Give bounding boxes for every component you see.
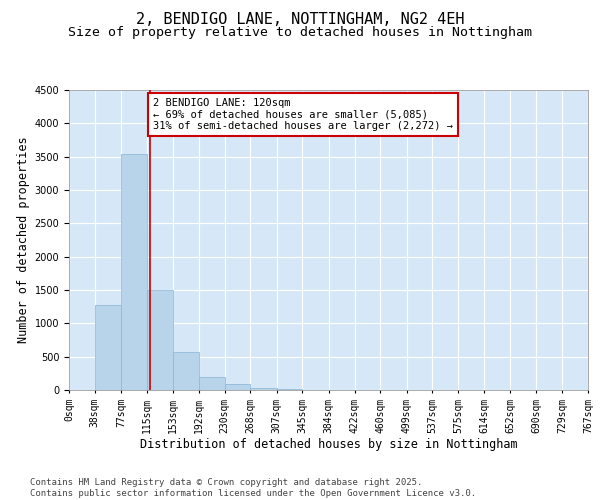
Bar <box>121 154 147 390</box>
Text: Contains HM Land Registry data © Crown copyright and database right 2025.
Contai: Contains HM Land Registry data © Crown c… <box>30 478 476 498</box>
Bar <box>224 384 250 390</box>
Text: 2, BENDIGO LANE, NOTTINGHAM, NG2 4EH: 2, BENDIGO LANE, NOTTINGHAM, NG2 4EH <box>136 12 464 28</box>
X-axis label: Distribution of detached houses by size in Nottingham: Distribution of detached houses by size … <box>140 438 517 452</box>
Bar <box>250 388 277 390</box>
Text: 2 BENDIGO LANE: 120sqm
← 69% of detached houses are smaller (5,085)
31% of semi-: 2 BENDIGO LANE: 120sqm ← 69% of detached… <box>153 98 453 131</box>
Bar <box>199 377 224 390</box>
Y-axis label: Number of detached properties: Number of detached properties <box>17 136 31 344</box>
Text: Size of property relative to detached houses in Nottingham: Size of property relative to detached ho… <box>68 26 532 39</box>
Bar <box>173 352 199 390</box>
Bar <box>147 290 173 390</box>
Bar <box>95 306 121 390</box>
